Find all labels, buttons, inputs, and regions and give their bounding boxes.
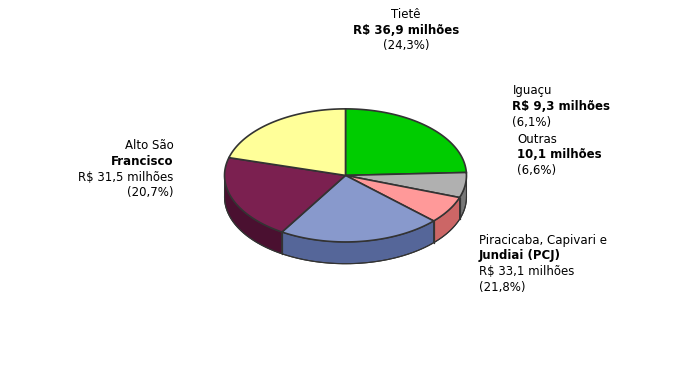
Polygon shape [346, 172, 466, 198]
Polygon shape [225, 158, 346, 232]
Polygon shape [282, 221, 434, 264]
Text: Francisco: Francisco [111, 155, 173, 168]
Polygon shape [460, 176, 466, 219]
Text: R$ 33,1 milhões: R$ 33,1 milhões [479, 265, 574, 278]
Text: Jundiai (PCJ): Jundiai (PCJ) [479, 249, 560, 262]
Polygon shape [282, 176, 434, 242]
Text: Outras: Outras [518, 133, 557, 146]
Text: Tietê: Tietê [391, 8, 421, 21]
Text: R$ 31,5 milhões: R$ 31,5 milhões [78, 171, 173, 184]
Polygon shape [229, 109, 346, 176]
Text: (20,7%): (20,7%) [127, 186, 173, 200]
Text: Piracicaba, Capivari e: Piracicaba, Capivari e [479, 234, 607, 247]
Polygon shape [346, 176, 460, 221]
Polygon shape [225, 176, 282, 254]
Text: R$ 9,3 milhões: R$ 9,3 milhões [513, 100, 610, 113]
Text: (21,8%): (21,8%) [479, 281, 525, 294]
Text: Iguaçu: Iguaçu [513, 84, 552, 97]
Text: 10,1 milhões: 10,1 milhões [518, 148, 602, 161]
Text: (6,6%): (6,6%) [518, 164, 556, 177]
Text: (24,3%): (24,3%) [383, 39, 429, 53]
Text: Alto São: Alto São [125, 139, 173, 152]
Polygon shape [346, 109, 466, 176]
Text: R$ 36,9 milhões: R$ 36,9 milhões [353, 24, 459, 37]
Polygon shape [434, 198, 460, 243]
Text: (6,1%): (6,1%) [513, 116, 551, 129]
